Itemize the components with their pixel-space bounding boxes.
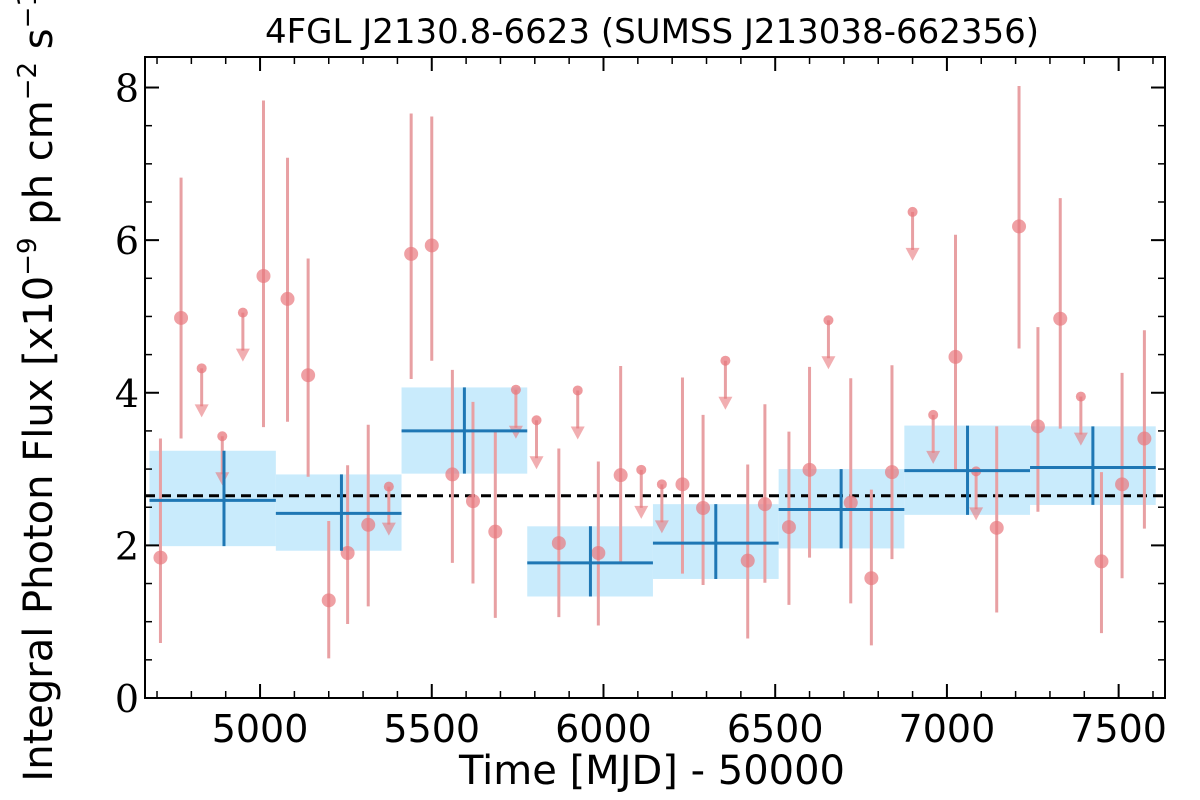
upper-limit-marker-0	[196, 363, 207, 374]
upper-limit-marker-3	[383, 481, 394, 492]
chart-title: 4FGL J2130.8-6623 (SUMSS J213038-662356)	[265, 12, 1039, 52]
axis-ticks-group: 5000 5500 6000 6500 7000 7500 0 2 4 6 8	[115, 57, 1167, 751]
x-tick-label-3: 6500	[727, 707, 824, 751]
x-tick-label-4: 7000	[899, 707, 996, 751]
upper-limit-arrow-8	[654, 520, 669, 534]
upper-limit-marker-11	[907, 206, 918, 217]
data-point-7	[361, 517, 376, 532]
upper-limit-arrow-7	[634, 505, 649, 519]
y-tick-label-3: 6	[115, 219, 139, 263]
data-point-19	[757, 497, 772, 512]
data-point-24	[884, 465, 899, 480]
upper-limit-marker-2	[237, 307, 248, 318]
binned-flux-group	[149, 387, 1156, 597]
data-point-13	[551, 536, 566, 551]
x-tick-label-2: 6000	[555, 707, 652, 751]
y-tick-label-0: 0	[115, 677, 139, 721]
data-point-10	[445, 467, 460, 482]
data-point-1	[174, 310, 189, 325]
upper-limit-marker-12	[928, 409, 939, 420]
data-point-8	[404, 246, 419, 261]
y-tick-label-1: 2	[115, 524, 139, 568]
y-axis-label-prefix: Integral Photon Flux [x10	[16, 276, 62, 782]
data-point-11	[465, 494, 480, 509]
upper-limit-marker-4	[510, 384, 521, 395]
data-point-14	[591, 546, 606, 561]
upper-limit-arrow-0	[194, 404, 209, 418]
upper-limit-arrow-12	[926, 450, 941, 464]
data-point-25	[948, 349, 963, 364]
data-point-22	[843, 495, 858, 510]
y-axis-label-mid-1: ph cm	[16, 100, 62, 237]
data-point-16	[675, 477, 690, 492]
y-tick-label-2: 4	[115, 372, 139, 416]
y-axis-label-mid-2: s	[16, 28, 62, 62]
data-point-29	[1053, 311, 1068, 326]
data-point-9	[424, 238, 439, 253]
data-point-23	[864, 571, 879, 586]
bin-band-0	[149, 450, 276, 547]
upper-limit-marker-9	[720, 355, 731, 366]
x-tick-label-5: 7500	[1070, 707, 1167, 751]
y-axis-label-exp-2: −2	[13, 62, 43, 100]
data-points-group	[153, 85, 1152, 659]
y-tick-label-4: 8	[115, 67, 139, 111]
bin-uncertainty-bands	[149, 387, 1156, 597]
data-point-32	[1137, 431, 1152, 446]
upper-limit-arrow-9	[718, 396, 733, 410]
data-point-21	[802, 462, 817, 477]
upper-limit-marker-1	[217, 431, 228, 442]
x-axis-label: Time [MJD] - 50000	[458, 748, 845, 794]
data-point-20	[781, 520, 796, 535]
upper-limit-arrow-1	[215, 472, 230, 486]
data-point-26	[989, 520, 1004, 535]
data-point-27	[1012, 219, 1027, 234]
y-axis-label-exp-3: −1	[13, 0, 43, 28]
upper-limit-arrow-5	[529, 456, 544, 470]
plot-frame	[144, 56, 1166, 699]
upper-limit-arrow-11	[905, 247, 920, 261]
data-point-15	[613, 468, 628, 483]
upper-limit-arrow-6	[570, 426, 585, 440]
upper-limit-marker-5	[531, 415, 542, 426]
upper-limit-marker-8	[656, 479, 667, 490]
upper-limit-arrow-3	[381, 522, 396, 536]
data-point-12	[488, 524, 503, 539]
upper-limit-marker-14	[1075, 391, 1086, 402]
data-point-18	[740, 553, 755, 568]
data-point-6	[340, 546, 355, 561]
data-point-2	[256, 269, 271, 284]
upper-limit-arrow-10	[821, 356, 836, 370]
data-point-17	[696, 500, 711, 515]
upper-limit-marker-7	[636, 464, 647, 475]
y-axis-label-exp-1: −9	[13, 237, 43, 275]
upper-limit-marker-6	[572, 385, 583, 396]
upper-limit-arrow-13	[969, 507, 984, 521]
x-tick-label-0: 5000	[212, 707, 309, 751]
data-point-30	[1094, 554, 1109, 569]
data-point-4	[301, 368, 316, 383]
x-tick-label-1: 5500	[383, 707, 480, 751]
upper-limit-arrow-2	[235, 348, 250, 362]
data-point-3	[280, 291, 295, 306]
y-axis-label: Integral Photon Flux [x10−9 ph cm−2 s−1]	[13, 0, 62, 782]
data-point-28	[1030, 419, 1045, 434]
upper-limit-arrow-14	[1073, 432, 1088, 446]
upper-limit-marker-10	[823, 315, 834, 326]
data-point-31	[1115, 477, 1130, 492]
data-point-5	[321, 593, 336, 608]
data-point-0	[153, 550, 168, 565]
